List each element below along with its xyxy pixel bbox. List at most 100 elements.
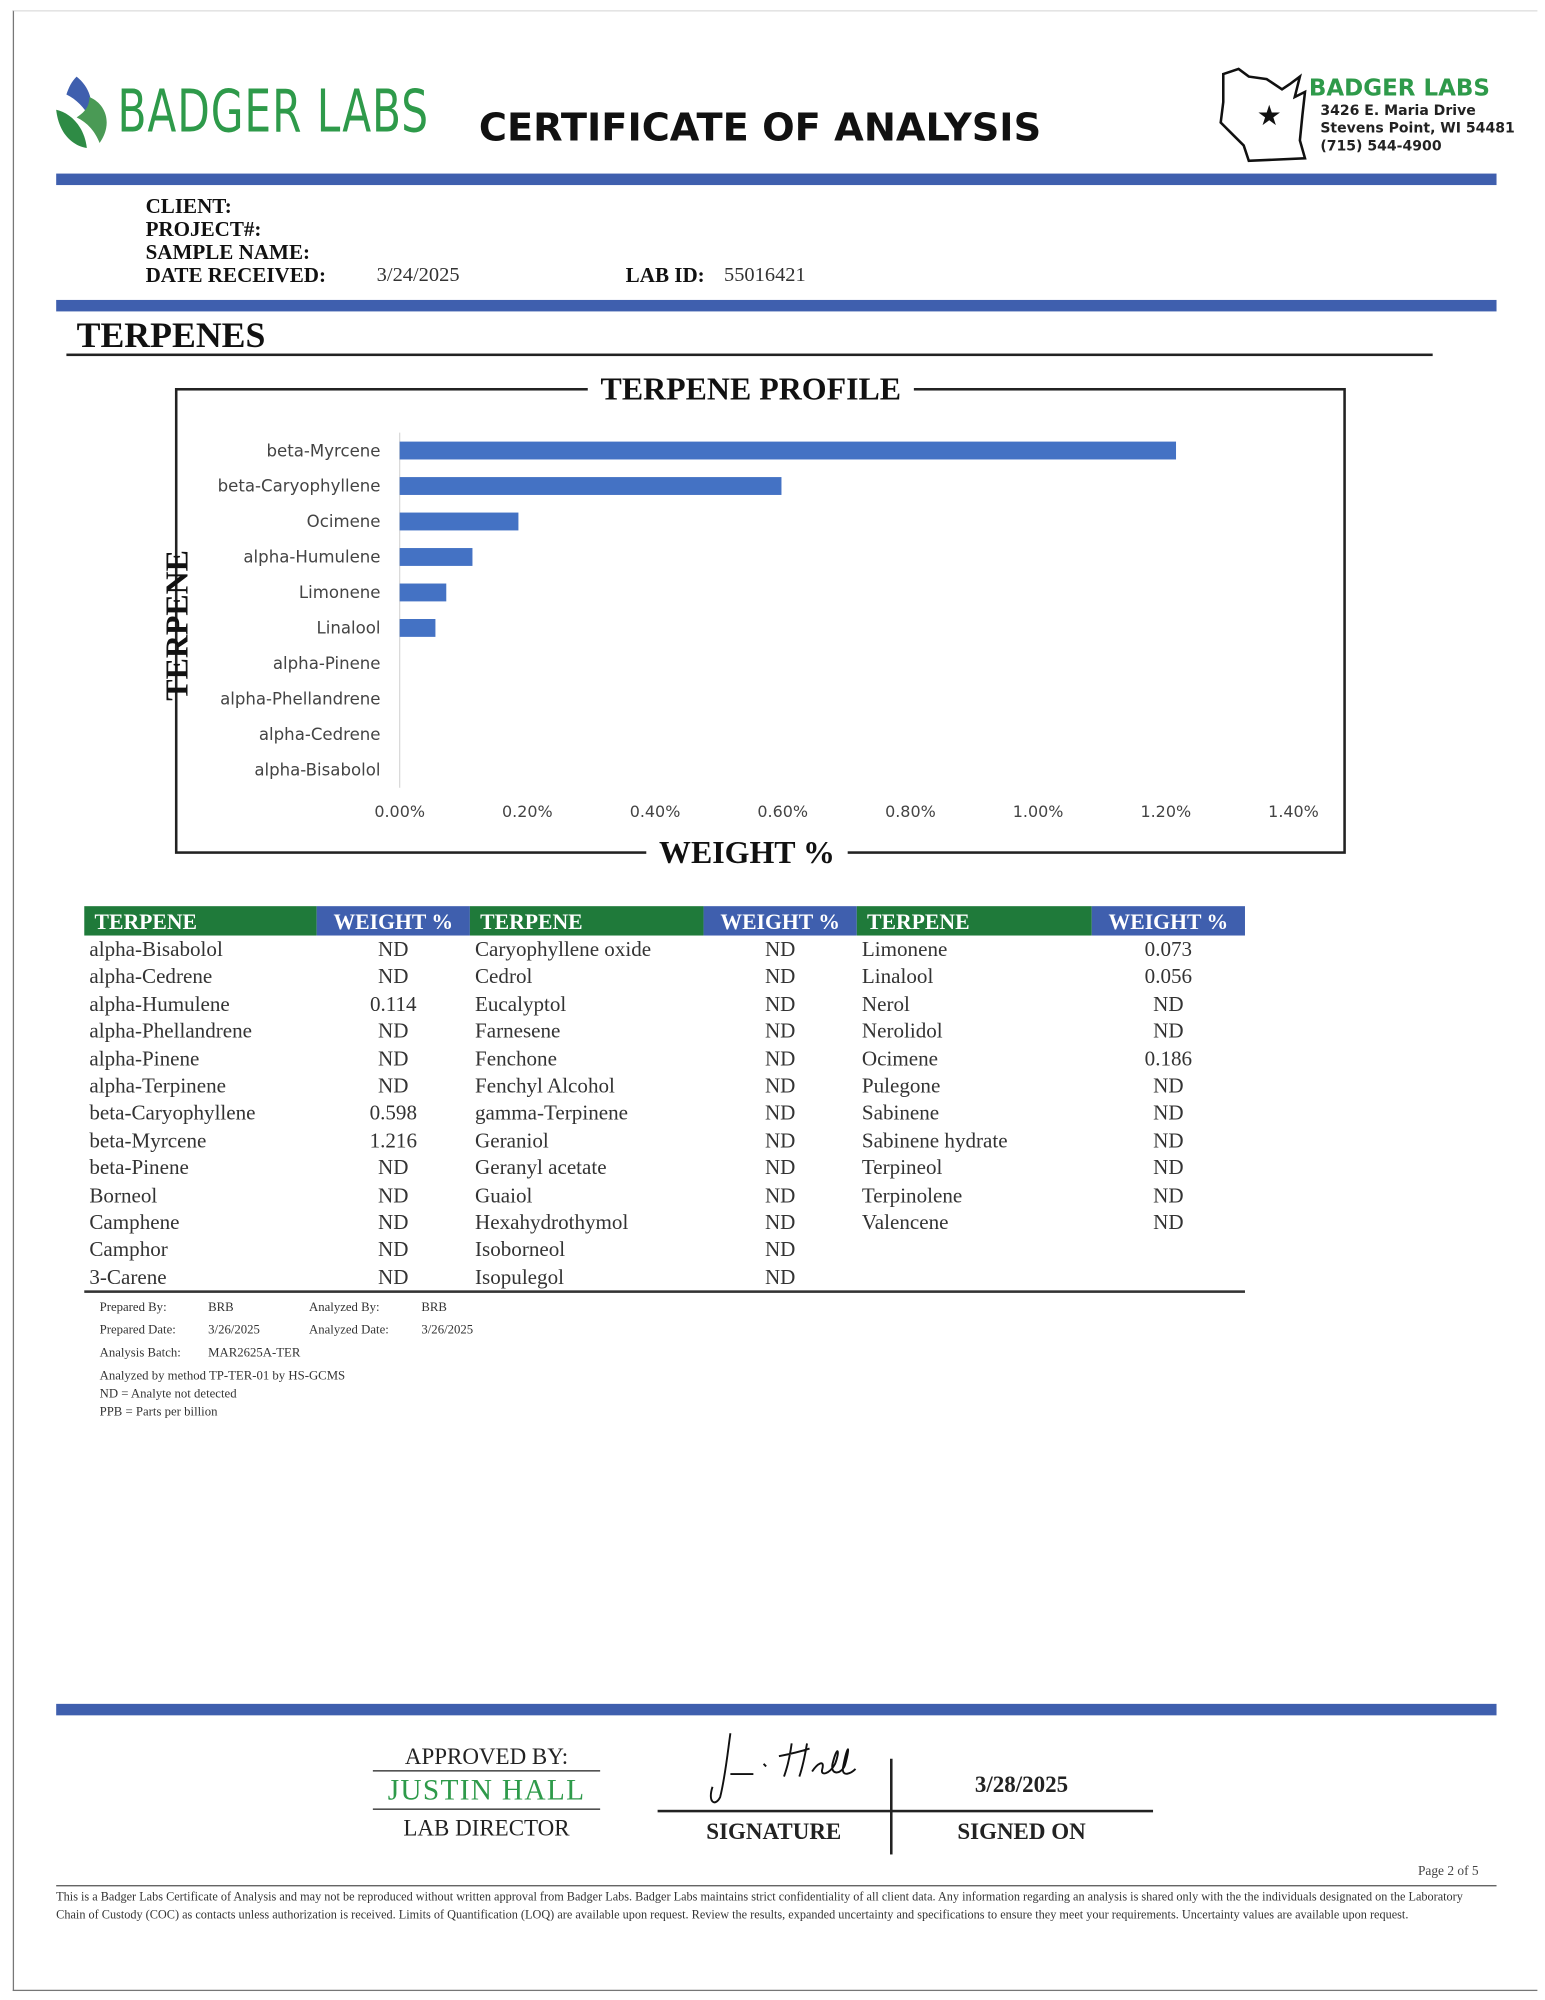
project-label: PROJECT#:	[145, 216, 262, 242]
terpene-name: Guaiol	[475, 1182, 533, 1207]
note-field: 3/26/2025	[421, 1323, 474, 1338]
terpene-name: Isopulegol	[475, 1264, 564, 1289]
weight-value: 0.073	[1144, 936, 1193, 962]
weight-value: ND	[378, 1073, 409, 1098]
note-field: Prepared Date:	[99, 1323, 176, 1338]
bar	[399, 548, 473, 566]
rule	[372, 1770, 601, 1772]
terpene-name: Nerolidol	[861, 1018, 943, 1043]
terpene-name: Eucalyptol	[475, 991, 567, 1016]
weight-value: ND	[764, 1046, 796, 1071]
note-line: Analyzed by method TP-TER-01 by HS-GCMS	[99, 1369, 346, 1384]
weight-value: ND	[378, 1209, 409, 1235]
y-tick-label: alpha-Cedrene	[259, 725, 381, 744]
x-tick-label: 1.00%	[1013, 802, 1064, 821]
document-title: CERTIFICATE OF ANALYSIS	[478, 105, 1042, 151]
rule	[889, 1758, 893, 1855]
signed-on-date: 3/28/2025	[974, 1771, 1069, 1798]
terpene-name: Geranyl acetate	[475, 1155, 607, 1180]
x-tick-label: 0.40%	[630, 802, 681, 821]
terpene-name: Nerol	[861, 991, 910, 1016]
section-underline	[66, 353, 1433, 357]
weight-value: ND	[1153, 991, 1184, 1016]
date-received-label: DATE RECEIVED:	[145, 262, 327, 288]
x-axis-label: WEIGHT %	[659, 835, 835, 870]
note-line: PPB = Parts per billion	[99, 1405, 218, 1420]
svg-text:★: ★	[1257, 99, 1282, 132]
terpene-name: Terpinolene	[861, 1182, 963, 1207]
logo-icon	[56, 76, 107, 149]
date-received: 3/24/2025	[376, 264, 460, 286]
terpene-name: Cedrol	[475, 964, 533, 989]
terpene-name: beta-Pinene	[89, 1155, 189, 1180]
chart: TERPENE PROFILE WEIGHT % TERPENE 0.00% 0.20%…	[0, 0, 1346, 870]
y-tick-label: Ocimene	[307, 512, 381, 531]
bar	[399, 512, 519, 531]
x-tick-label: 0.80%	[885, 802, 936, 821]
note-field: Analysis Batch:	[99, 1346, 181, 1361]
terpene-name: Farnesene	[475, 1018, 561, 1043]
weight-value: 0.186	[1144, 1046, 1193, 1071]
weight-value: ND	[764, 1127, 796, 1153]
y-tick-label: Linalool	[316, 619, 380, 638]
terpene-name: alpha-Humulene	[89, 991, 230, 1016]
y-tick-label: beta-Myrcene	[267, 441, 381, 460]
note-field: Analyzed By:	[309, 1300, 380, 1315]
note-line: ND = Analyte not detected	[99, 1387, 237, 1402]
weight-value: ND	[1153, 1018, 1184, 1043]
column-header: TERPENE	[84, 906, 317, 936]
x-tick-label: 0.00%	[374, 802, 425, 821]
terpene-name: alpha-Bisabolol	[89, 936, 223, 962]
weight-value: ND	[764, 1182, 796, 1207]
terpene-name: Valencene	[861, 1209, 949, 1235]
column-header: WEIGHT %	[703, 906, 857, 936]
weight-value: ND	[764, 1100, 796, 1125]
column-header: WEIGHT %	[1091, 906, 1245, 936]
terpene-name: Terpineol	[861, 1155, 943, 1180]
address-phone: (715) 544-4900	[1320, 137, 1442, 155]
note-field: 3/26/2025	[208, 1323, 260, 1338]
weight-value: ND	[764, 1264, 796, 1289]
weight-value: ND	[764, 1155, 796, 1180]
signature-label: SIGNATURE	[706, 1818, 842, 1845]
divider-bar	[56, 299, 1497, 312]
note-field: BRB	[208, 1300, 234, 1315]
y-tick-label: beta-Caryophyllene	[218, 477, 381, 496]
signature-image	[709, 1733, 857, 1804]
weight-value: ND	[378, 1018, 409, 1043]
address-name: BADGER LABS	[1308, 75, 1490, 103]
page-number: Page 2 of 5	[1417, 1864, 1479, 1879]
weight-value: ND	[764, 1018, 796, 1043]
rule	[56, 1885, 1497, 1887]
terpene-name: beta-Caryophyllene	[89, 1100, 256, 1125]
bar	[399, 477, 782, 495]
lab-id-label: LAB ID:	[625, 262, 705, 288]
approver-name: JUSTIN HALL	[387, 1774, 586, 1806]
terpene-name: Fenchone	[475, 1046, 557, 1071]
y-tick-label: alpha-Humulene	[243, 548, 380, 567]
client-label: CLIENT:	[145, 193, 232, 219]
rule	[657, 1809, 1154, 1813]
approver-role: LAB DIRECTOR	[403, 1814, 570, 1841]
terpene-name: gamma-Terpinene	[475, 1100, 628, 1125]
sample-label: SAMPLE NAME:	[145, 239, 311, 265]
column-header: TERPENE	[469, 906, 704, 936]
terpene-name: Fenchyl Alcohol	[475, 1073, 615, 1098]
bar	[399, 583, 447, 602]
weight-value: ND	[378, 1264, 409, 1289]
terpene-name: Camphor	[89, 1237, 168, 1262]
note-field: MAR2625A-TER	[208, 1346, 301, 1361]
frame-gap	[0, 0, 89, 7]
weight-value: ND	[764, 964, 796, 989]
weight-value: 0.114	[369, 991, 417, 1016]
note-field: Analyzed Date:	[309, 1323, 389, 1338]
terpene-name: Sabinene hydrate	[861, 1127, 1008, 1153]
weight-value: ND	[1153, 1182, 1184, 1207]
terpene-name: alpha-Cedrene	[89, 964, 213, 989]
terpene-name: Pulegone	[861, 1073, 941, 1098]
weight-value: ND	[378, 1155, 409, 1180]
terpene-name: Linalool	[861, 964, 934, 989]
weight-value: 0.598	[369, 1100, 417, 1125]
frame-gap	[646, 834, 848, 870]
